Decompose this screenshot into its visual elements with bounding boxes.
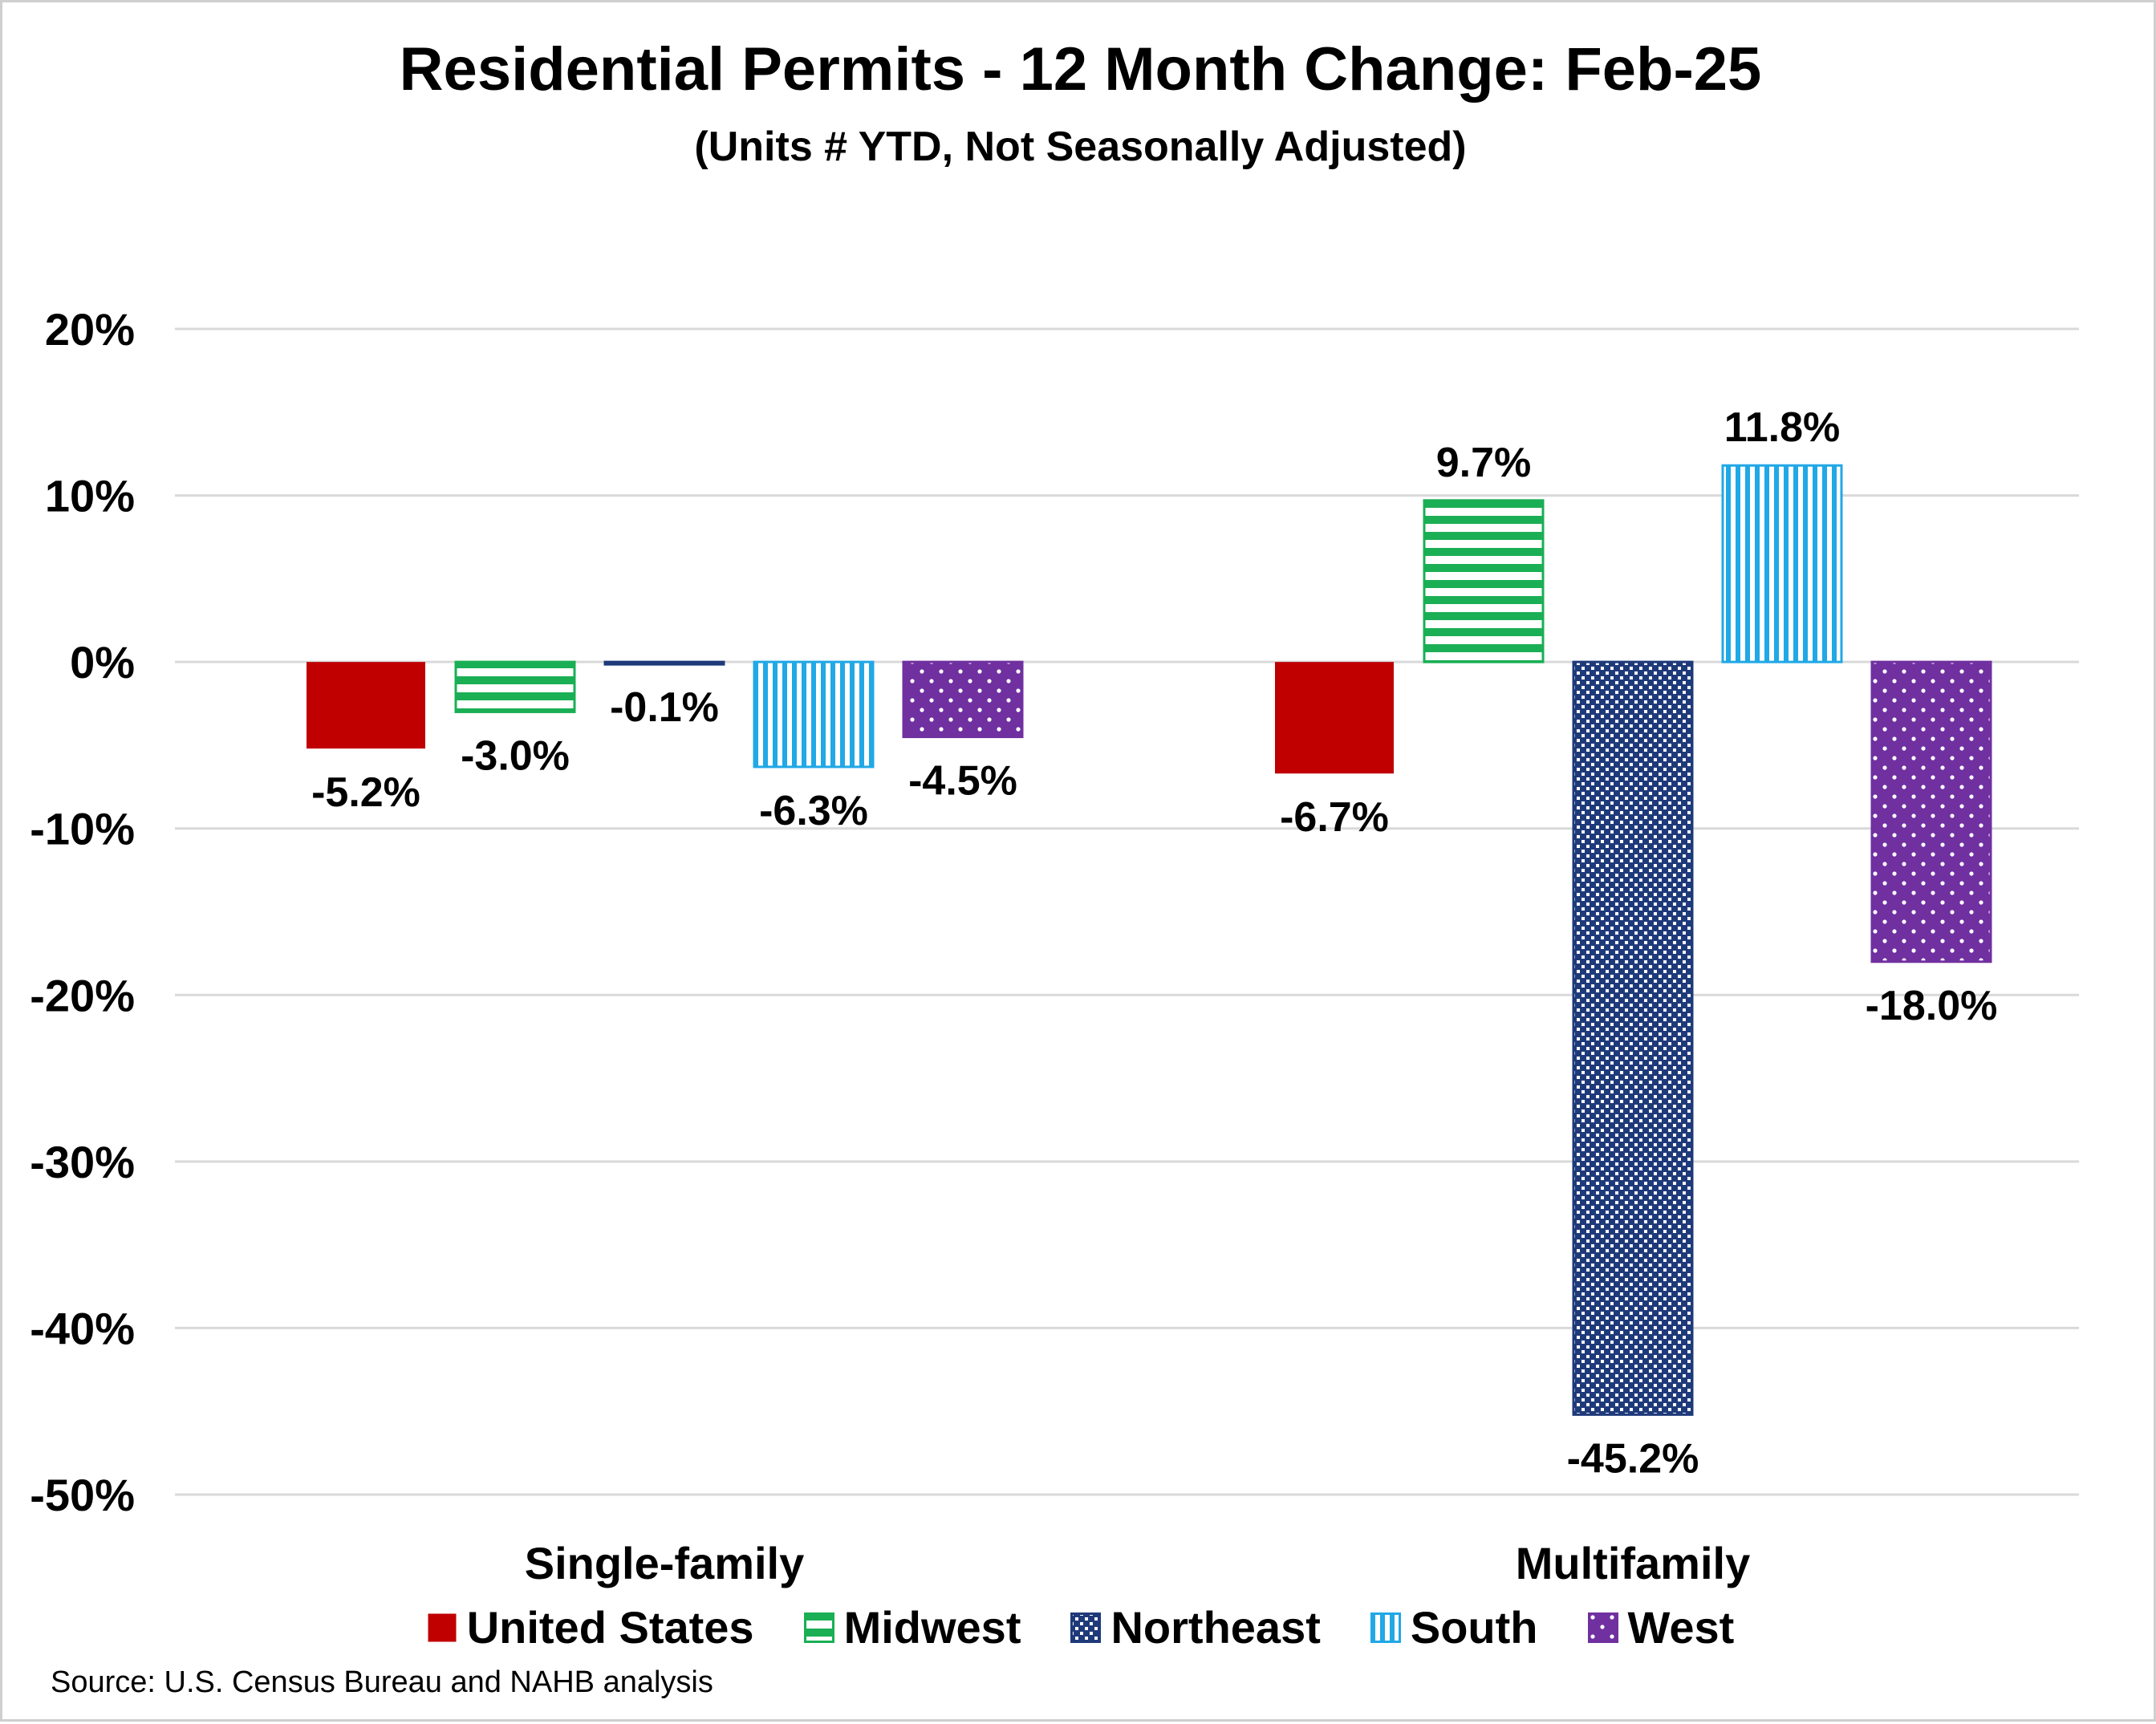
data-label-single-family-northeast: -0.1% — [610, 684, 719, 731]
data-label-multifamily-west: -18.0% — [1866, 983, 1998, 1029]
data-label-multifamily-northeast: -45.2% — [1567, 1435, 1699, 1482]
legend-item-northeast: Northeast — [1070, 1601, 1321, 1653]
legend-swatch-northeast — [1070, 1612, 1102, 1643]
bar-single-family-south — [753, 660, 875, 769]
chart-subtitle: (Units # YTD, Not Seasonally Adjusted) — [694, 124, 1467, 170]
bars — [307, 464, 1992, 1416]
legend-label: Northeast — [1110, 1602, 1321, 1653]
data-labels: -5.2% -3.0% -0.1% -6.3% -4.5% -6.7% 9.7% -45.2%… — [311, 404, 1997, 1482]
category-label-multifamily: Multifamily — [1516, 1538, 1750, 1588]
gridlines — [175, 327, 2079, 1496]
y-axis-tick-labels: 20% 10% 0% -10% -20% -30% -40% -50% — [30, 304, 135, 1520]
y-tick-label: 10% — [45, 471, 135, 521]
y-tick-label: -30% — [30, 1137, 135, 1187]
bar-multifamily-united-states — [1275, 662, 1394, 774]
data-label-multifamily-united-states: -6.7% — [1280, 794, 1389, 841]
bar-single-family-northeast — [603, 660, 725, 666]
legend-item-west: West — [1587, 1601, 1735, 1653]
legend-swatch-west — [1587, 1612, 1618, 1643]
data-label-single-family-united-states: -5.2% — [311, 769, 420, 816]
legend-label: South — [1410, 1602, 1538, 1653]
source-note: Source: U.S. Census Bureau and NAHB anal… — [51, 1665, 713, 1699]
y-tick-label: 0% — [70, 637, 135, 688]
category-labels: Single-family Multifamily — [525, 1538, 1751, 1588]
y-tick-label: -40% — [30, 1303, 135, 1353]
legend-label: West — [1627, 1602, 1735, 1653]
data-label-multifamily-midwest: 9.7% — [1436, 440, 1532, 486]
legend-swatch-united-states — [428, 1613, 457, 1641]
bar-multifamily-west — [1870, 660, 1992, 963]
data-label-single-family-south: -6.3% — [759, 788, 868, 834]
legend-label: United States — [466, 1602, 754, 1653]
y-tick-label: -10% — [30, 804, 135, 854]
y-tick-label: -20% — [30, 970, 135, 1020]
bar-single-family-midwest — [454, 660, 576, 713]
data-label-multifamily-south: 11.8% — [1724, 404, 1841, 451]
legend-swatch-midwest — [803, 1612, 834, 1643]
legend: United States Midwest Northeast South West — [2, 1601, 2156, 1653]
bar-single-family-west — [902, 660, 1024, 739]
bar-single-family-united-states — [307, 662, 425, 749]
data-label-single-family-west: -4.5% — [908, 758, 1017, 805]
bar-multifamily-south — [1721, 464, 1843, 663]
legend-item-united-states: United States — [427, 1601, 754, 1653]
bar-multifamily-midwest — [1423, 499, 1545, 663]
category-label-single-family: Single-family — [525, 1538, 805, 1588]
chart-title: Residential Permits - 12 Month Change: F… — [399, 35, 1762, 103]
bar-multifamily-northeast — [1572, 660, 1694, 1416]
legend-item-south: South — [1370, 1601, 1538, 1653]
legend-label: Midwest — [843, 1602, 1021, 1653]
legend-swatch-south — [1370, 1612, 1401, 1643]
data-label-single-family-midwest: -3.0% — [461, 732, 570, 779]
y-tick-label: 20% — [45, 304, 135, 355]
y-tick-label: -50% — [30, 1470, 135, 1520]
legend-item-midwest: Midwest — [803, 1601, 1021, 1653]
